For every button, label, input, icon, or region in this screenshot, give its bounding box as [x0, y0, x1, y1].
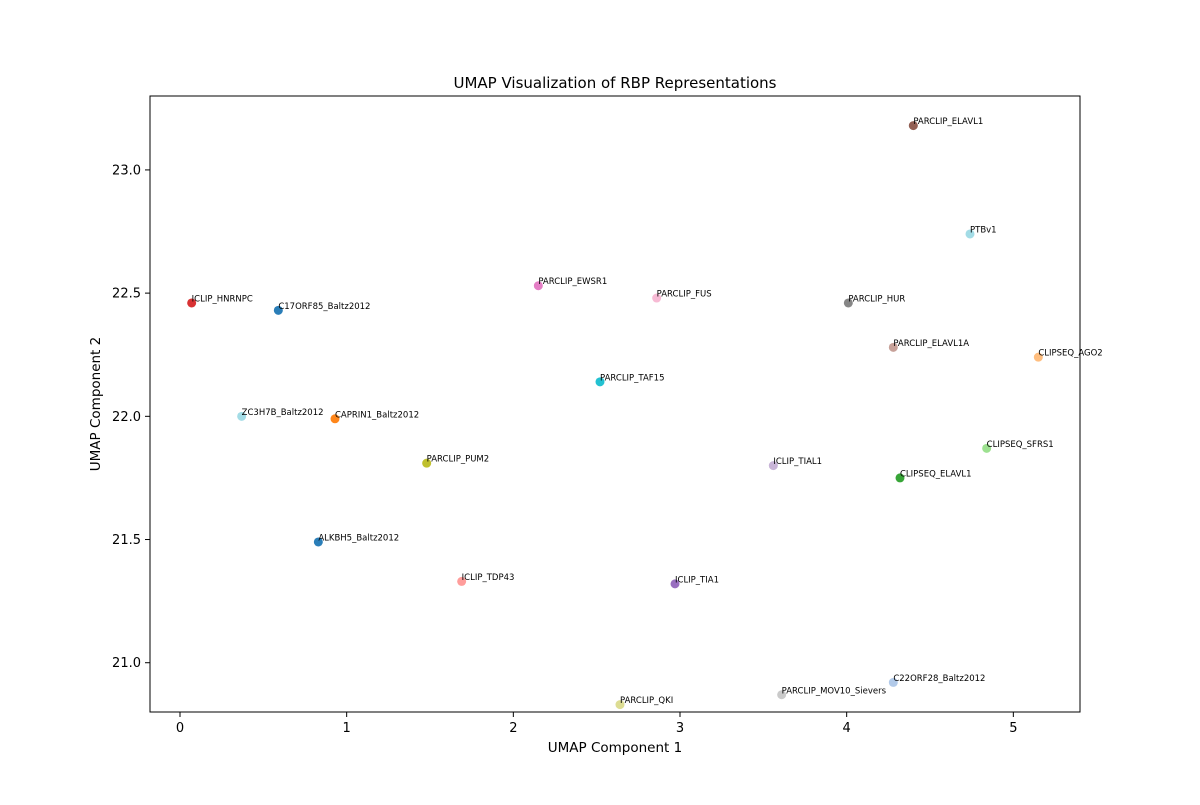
data-point-label: ICLIP_TIAL1 [773, 457, 822, 467]
data-point-label: PARCLIP_MOV10_Sievers [782, 686, 887, 696]
data-point [313, 537, 323, 547]
data-point [908, 121, 918, 131]
data-point [457, 576, 467, 586]
data-point [768, 461, 778, 471]
data-point [533, 281, 543, 291]
data-point-label: PARCLIP_TAF15 [600, 373, 665, 383]
data-point-label: PTBv1 [970, 225, 997, 235]
data-point [982, 443, 992, 453]
x-tick-label: 4 [843, 721, 851, 736]
x-tick-label: 5 [1009, 721, 1017, 736]
y-axis-label: UMAP Component 2 [88, 337, 104, 471]
data-point-label: C17ORF85_Baltz2012 [278, 302, 370, 312]
data-point [330, 414, 340, 424]
data-point [1033, 352, 1043, 362]
data-point [237, 411, 247, 421]
data-point-label: CLIPSEQ_SFRS1 [987, 440, 1054, 450]
data-point-label: CLIPSEQ_AGO2 [1038, 349, 1102, 359]
data-point [187, 298, 197, 308]
data-points-layer: PARCLIP_ELAVL1 PTBv1 PARCLIP_EWSR1 PARCLIP_… [187, 117, 1103, 710]
data-point-label: ZC3H7B_Baltz2012 [242, 408, 324, 418]
data-point-label: ICLIP_HNRNPC [192, 294, 253, 304]
data-point [595, 377, 605, 387]
data-point-label: ALKBH5_Baltz2012 [318, 533, 399, 543]
x-tick-label: 2 [509, 721, 517, 736]
data-point [843, 298, 853, 308]
data-point-label: PARCLIP_EWSR1 [538, 277, 607, 287]
data-point-label: PARCLIP_QKI [620, 696, 673, 706]
y-tick-label: 22.5 [112, 287, 141, 302]
data-point [888, 342, 898, 352]
x-axis-label: UMAP Component 1 [548, 740, 682, 756]
x-tick-label: 1 [343, 721, 351, 736]
data-point [895, 473, 905, 483]
data-point-label: PARCLIP_ELAVL1A [893, 339, 969, 349]
data-point [652, 293, 662, 303]
data-point [888, 677, 898, 687]
data-point [422, 458, 432, 468]
plot-area-frame [149, 95, 1081, 713]
y-tick-label: 23.0 [112, 163, 141, 178]
data-point-label: ICLIP_TIA1 [675, 575, 719, 585]
x-tick-label: 3 [676, 721, 684, 736]
data-point [615, 700, 625, 710]
y-tick-label: 22.0 [112, 410, 141, 425]
data-point-label: C22ORF28_Baltz2012 [893, 674, 985, 684]
chart-title: UMAP Visualization of RBP Representation… [454, 74, 777, 92]
data-point-label: PARCLIP_PUM2 [427, 455, 490, 465]
x-tick-label: 0 [176, 721, 184, 736]
y-tick-label: 21.5 [112, 533, 141, 548]
data-point-label: CLIPSEQ_ELAVL1 [900, 469, 972, 479]
data-point [965, 229, 975, 239]
data-point-label: PARCLIP_FUS [657, 290, 712, 300]
data-point [777, 690, 787, 700]
data-point-label: CAPRIN1_Baltz2012 [335, 410, 419, 420]
ticks-layer: 0 1 2 3 4 5 21.0 21.5 22.0 22.5 23.0 [112, 163, 1017, 736]
data-point-label: PARCLIP_HUR [848, 294, 905, 304]
data-point-label: ICLIP_TDP43 [462, 573, 515, 583]
y-tick-label: 21.0 [112, 656, 141, 671]
data-point [670, 579, 680, 589]
data-point [273, 305, 283, 315]
data-point-label: PARCLIP_ELAVL1 [913, 117, 983, 127]
